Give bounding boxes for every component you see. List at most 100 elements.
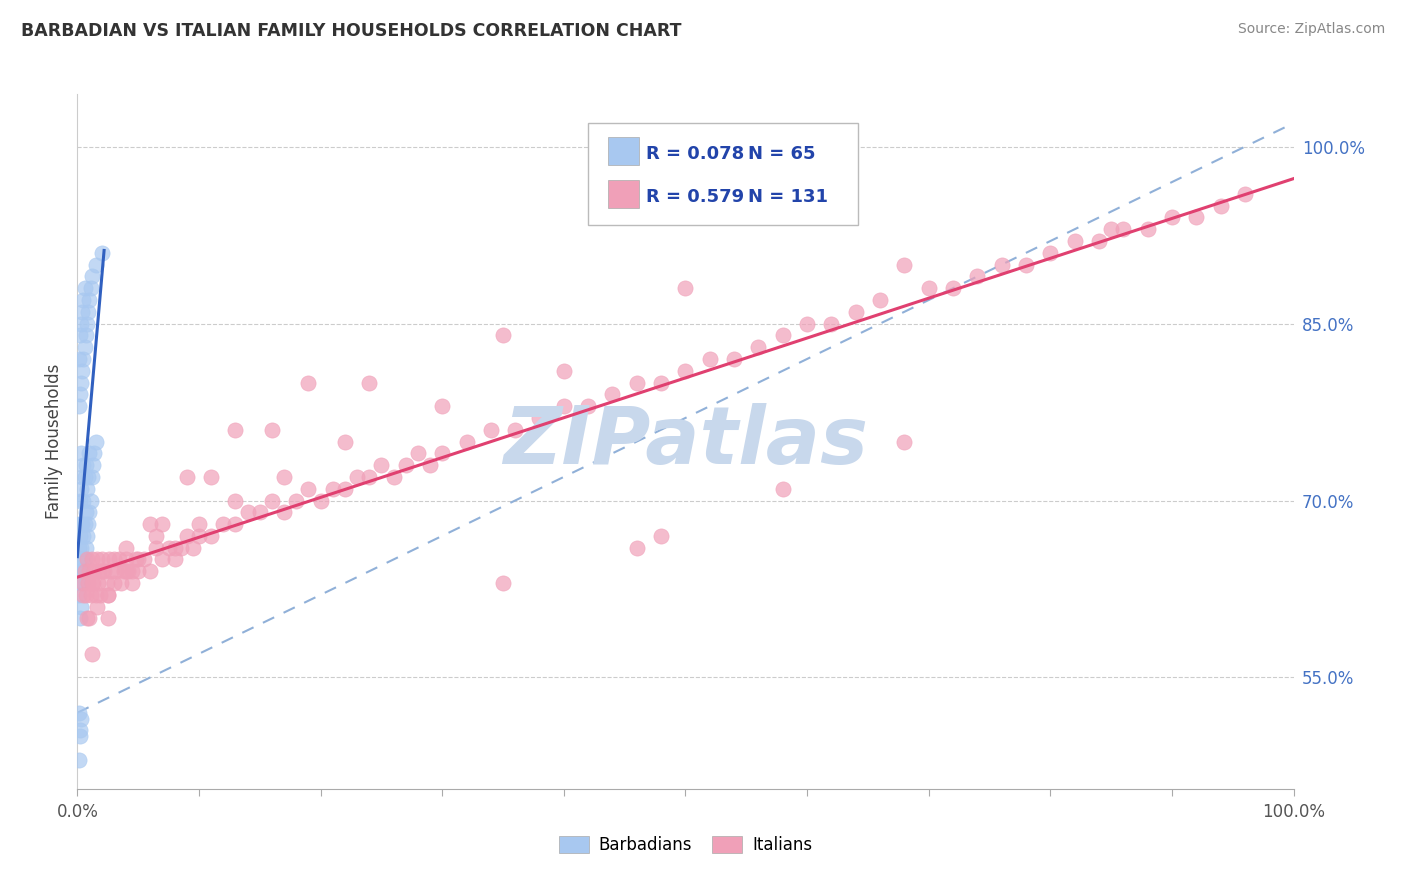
Point xyxy=(139,517,162,532)
Point xyxy=(152,552,174,566)
Point xyxy=(89,564,111,578)
Point xyxy=(869,293,891,307)
Point xyxy=(1063,234,1085,248)
Point xyxy=(70,564,93,578)
Point xyxy=(70,541,93,555)
Point xyxy=(675,364,697,378)
Point xyxy=(942,281,965,295)
Point xyxy=(73,552,96,566)
Point xyxy=(479,423,502,437)
Point xyxy=(76,529,98,543)
Point xyxy=(297,482,319,496)
Point xyxy=(90,564,112,578)
Point xyxy=(76,552,98,566)
Point xyxy=(97,588,120,602)
Point xyxy=(70,446,93,460)
Point xyxy=(115,541,138,555)
Point xyxy=(80,493,103,508)
Point xyxy=(90,245,112,260)
Point xyxy=(145,529,167,543)
Point xyxy=(170,541,193,555)
Point xyxy=(70,517,93,532)
Point xyxy=(127,564,149,578)
Point xyxy=(395,458,418,472)
Point xyxy=(79,505,101,519)
Point xyxy=(1233,186,1256,201)
Point xyxy=(84,588,107,602)
Point xyxy=(67,706,90,720)
Point xyxy=(188,529,211,543)
Text: N = 65: N = 65 xyxy=(748,145,815,162)
Point xyxy=(76,317,98,331)
Point xyxy=(176,529,198,543)
Point xyxy=(90,552,112,566)
Point xyxy=(200,470,222,484)
Point xyxy=(990,258,1012,272)
Point xyxy=(72,293,94,307)
Point xyxy=(176,470,198,484)
Point xyxy=(77,470,100,484)
Point xyxy=(297,376,319,390)
Point xyxy=(224,493,246,508)
Point xyxy=(72,576,94,591)
Point xyxy=(112,564,135,578)
Text: BARBADIAN VS ITALIAN FAMILY HOUSEHOLDS CORRELATION CHART: BARBADIAN VS ITALIAN FAMILY HOUSEHOLDS C… xyxy=(21,22,682,40)
Point xyxy=(456,434,478,449)
Point xyxy=(346,470,368,484)
Point xyxy=(492,576,515,591)
Point xyxy=(72,351,94,366)
Point xyxy=(80,470,103,484)
Point xyxy=(322,482,344,496)
Point xyxy=(893,434,915,449)
Point xyxy=(70,599,93,614)
Point xyxy=(70,470,93,484)
Point xyxy=(1088,234,1111,248)
Point xyxy=(747,340,769,354)
Point xyxy=(359,470,381,484)
Point xyxy=(650,376,672,390)
Point xyxy=(69,611,91,625)
Point xyxy=(553,364,575,378)
Point xyxy=(260,423,283,437)
Point xyxy=(145,541,167,555)
Point xyxy=(1112,222,1135,236)
Point xyxy=(699,351,721,366)
Point xyxy=(84,434,107,449)
Point xyxy=(69,493,91,508)
Point xyxy=(67,588,90,602)
Point xyxy=(285,493,308,508)
Point xyxy=(1136,222,1159,236)
Point xyxy=(67,517,90,532)
Point xyxy=(260,493,283,508)
Text: N = 131: N = 131 xyxy=(748,188,828,206)
Point xyxy=(69,576,91,591)
Point xyxy=(492,328,515,343)
Point xyxy=(430,446,453,460)
Point xyxy=(82,576,104,591)
Point xyxy=(121,564,143,578)
Point xyxy=(370,458,392,472)
Point xyxy=(77,576,100,591)
Point xyxy=(1161,211,1184,225)
Point xyxy=(110,576,132,591)
Point xyxy=(1039,245,1062,260)
Point xyxy=(772,328,794,343)
Point xyxy=(723,351,745,366)
Point xyxy=(125,552,148,566)
Point xyxy=(67,541,90,555)
Point xyxy=(419,458,441,472)
Point xyxy=(82,458,104,472)
Point xyxy=(503,423,526,437)
Point xyxy=(67,564,90,578)
Point xyxy=(67,399,90,413)
Point xyxy=(406,446,429,460)
Point xyxy=(97,611,120,625)
Point xyxy=(69,328,91,343)
Point xyxy=(100,564,122,578)
Point xyxy=(273,470,295,484)
Point xyxy=(80,576,103,591)
Point xyxy=(121,576,143,591)
Point xyxy=(152,517,174,532)
Point xyxy=(249,505,271,519)
Point xyxy=(918,281,941,295)
